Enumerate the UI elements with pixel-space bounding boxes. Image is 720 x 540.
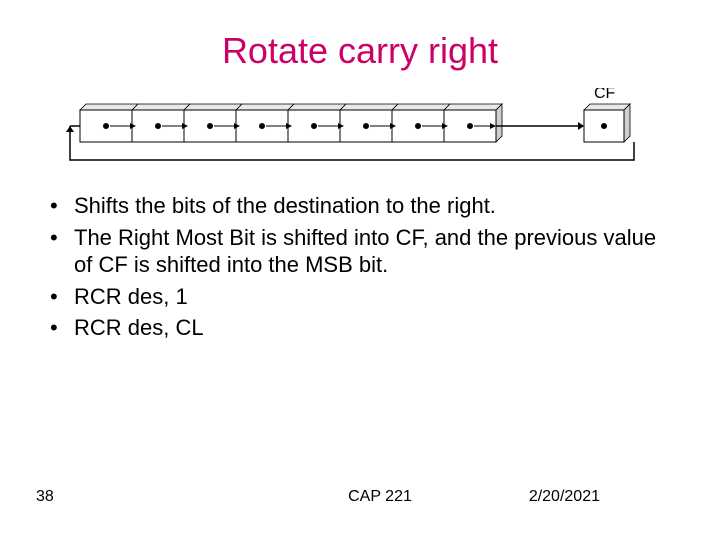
bullet-text: RCR des, 1 [74,284,188,309]
bullet-item: RCR des, 1 [50,283,670,311]
date: 2/20/2021 [529,488,600,506]
slide: Rotate carry right CF Shifts the bits of… [0,0,720,540]
bullet-list: Shifts the bits of the destination to th… [50,192,670,346]
register-boxes [80,104,502,142]
bullet-item: Shifts the bits of the destination to th… [50,192,670,220]
cf-label: CF [594,88,616,102]
title-text: Rotate carry right [222,30,498,71]
footer: 38 CAP 221 2/20/2021 [0,488,720,512]
register-to-cf-line [496,122,584,130]
diagram-svg: CF [40,88,680,166]
cf-box [584,104,630,142]
course-code: CAP 221 [308,488,412,506]
slide-title: Rotate carry right [0,30,720,72]
bullet-text: Shifts the bits of the destination to th… [74,193,496,218]
rotate-diagram: CF [40,88,680,166]
bullet-text: The Right Most Bit is shifted into CF, a… [74,225,656,278]
footer-center-wrap: CAP 221 [0,488,720,506]
bullet-text: RCR des, CL [74,315,204,340]
bullet-item: The Right Most Bit is shifted into CF, a… [50,224,670,279]
bullet-item: RCR des, CL [50,314,670,342]
